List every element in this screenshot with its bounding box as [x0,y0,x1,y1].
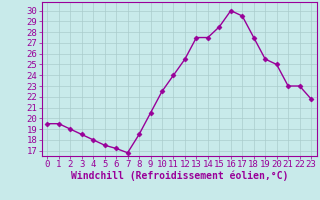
X-axis label: Windchill (Refroidissement éolien,°C): Windchill (Refroidissement éolien,°C) [70,171,288,181]
